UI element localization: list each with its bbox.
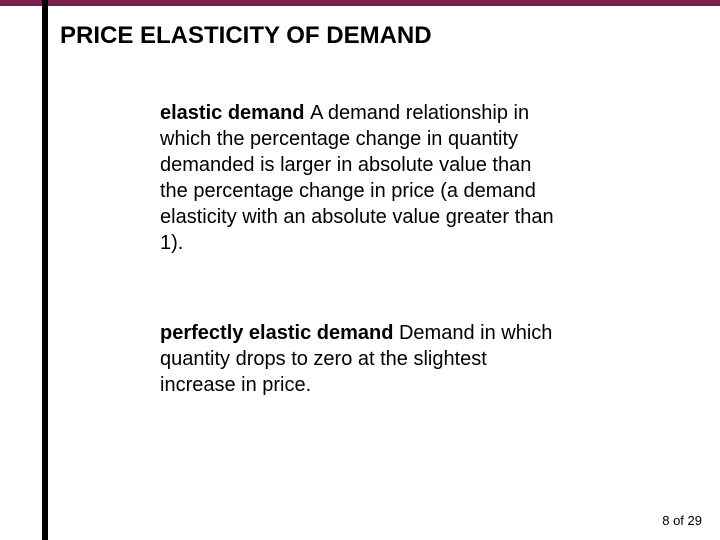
top-accent-border [0,0,720,6]
definition-block-2: perfectly elastic demand Demand in which… [160,320,560,398]
page-indicator: 8 of 29 [662,513,702,528]
left-vertical-rule [42,0,48,540]
definition-term-1: elastic demand [160,102,310,124]
definition-body-1: A demand relationship in which the perce… [160,102,554,254]
page-title: PRICE ELASTICITY OF DEMAND [60,22,432,50]
definition-term-2: perfectly elastic demand [160,322,399,344]
definition-block-1: elastic demand A demand relationship in … [160,100,560,256]
